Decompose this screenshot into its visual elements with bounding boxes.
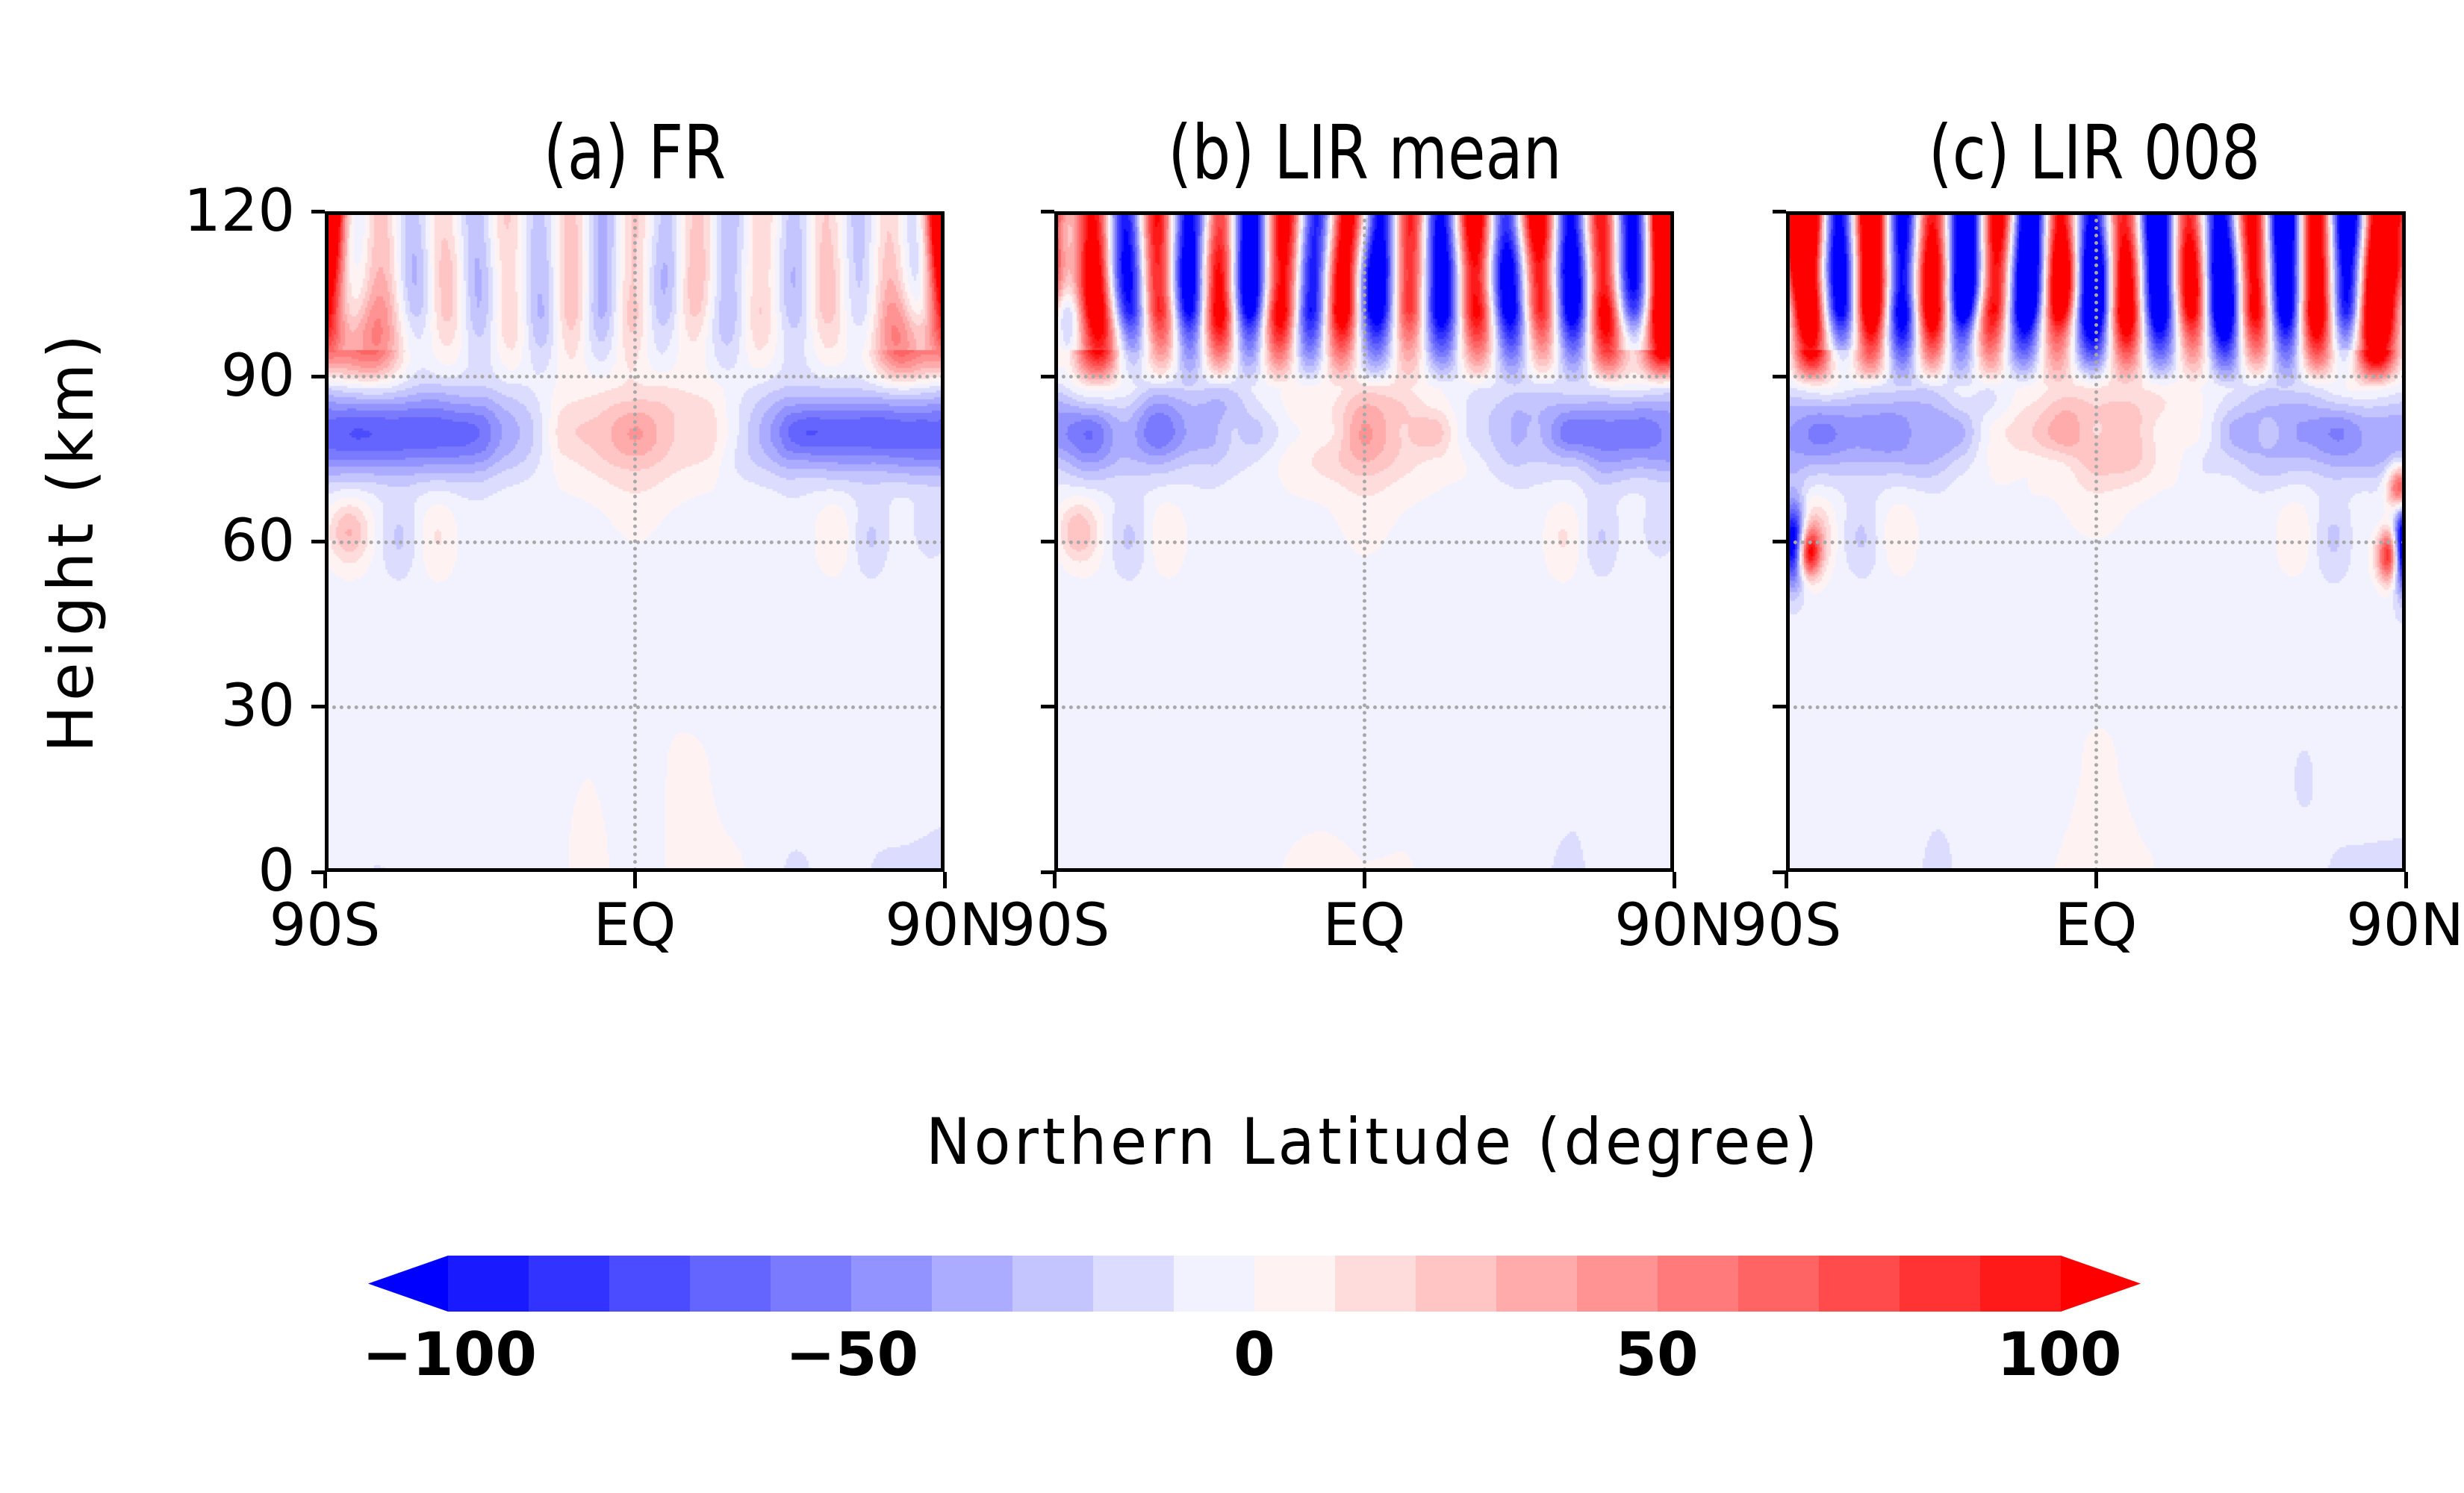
ytick-90 [311,374,325,378]
panel-a [311,209,947,888]
colorbar-swatch [609,1256,691,1312]
xtick-label-a-eq: EQ [593,892,676,959]
ytick-120 [1773,209,1786,213]
ytick-label-90: 90 [220,343,295,410]
xtick-eq [1362,872,1366,888]
x-axis-label: Northern Latitude (degree) [926,1105,1821,1179]
ytick-label-60: 60 [220,508,295,575]
colorbar-swatch [851,1256,933,1312]
xtick-90n [1672,872,1676,888]
colorbar-swatch [771,1256,852,1312]
colorbar-over-arrow [2061,1256,2141,1312]
xtick-eq [632,872,637,888]
panel-title-a: (a) FR [543,109,727,196]
gridline-equator [2094,211,2098,872]
colorbar-swatch [1496,1256,1578,1312]
colorbar-swatch [1416,1256,1497,1312]
ytick-0 [311,870,325,874]
ytick-60 [1041,540,1054,543]
xtick-label-b-90s: 90S [998,892,1110,959]
xtick-90n [942,872,947,888]
ytick-120 [311,209,325,213]
panel-b [1041,209,1676,888]
panel-title-b: (b) LIR mean [1168,109,1562,196]
xtick-90s [1052,872,1057,888]
ytick-60 [311,540,325,543]
colorbar-swatch [1819,1256,1900,1312]
xtick-label-c-eq: EQ [2054,892,2138,959]
xtick-label-b-eq: EQ [1322,892,1406,959]
ytick-90 [1041,374,1054,378]
xtick-eq [2094,872,2098,888]
colorbar-swatch [1012,1256,1094,1312]
xtick-90s [323,872,327,888]
ytick-30 [311,705,325,709]
xtick-label-c-90n: 90N [2346,892,2464,959]
colorbar-label-neg100: −100 [361,1320,538,1389]
xtick-label-c-90s: 90S [1730,892,1842,959]
colorbar-swatch [932,1256,1013,1312]
ytick-0 [1041,870,1054,874]
colorbar-swatch [529,1256,610,1312]
ytick-label-120: 120 [184,178,295,245]
xtick-label-a-90n: 90N [885,892,1003,959]
colorbar-label-100: 100 [1997,1320,2122,1389]
colorbar-label-50: 50 [1615,1320,1699,1389]
ytick-label-30: 30 [220,673,295,740]
colorbar-swatch [1335,1256,1416,1312]
colorbar-swatch [1980,1256,2062,1312]
xtick-label-a-90s: 90S [269,892,381,959]
ytick-60 [1773,540,1786,543]
ytick-120 [1041,209,1054,213]
colorbar-under-arrow [368,1256,448,1312]
xtick-label-b-90n: 90N [1614,892,1732,959]
colorbar-swatch [1174,1256,1255,1312]
colorbar-label-0: 0 [1233,1320,1275,1389]
colorbar-label-neg50: −50 [785,1320,919,1389]
panel-title-c: (c) LIR 008 [1928,109,2261,196]
colorbar-swatch [1254,1256,1336,1312]
colorbar-swatch [448,1256,529,1312]
colorbar-swatch [1093,1256,1175,1312]
panel-c [1773,209,2408,888]
ytick-label-0: 0 [258,838,295,905]
xtick-90n [2404,872,2408,888]
gridline-equator [633,211,637,872]
colorbar-swatch [1658,1256,1739,1312]
colorbar [368,1256,2141,1312]
colorbar-swatch [1900,1256,1981,1312]
xtick-90s [1784,872,1788,888]
y-axis-label: Height (km) [34,329,108,753]
ytick-30 [1041,705,1054,709]
colorbar-swatch [1738,1256,1820,1312]
ytick-90 [1773,374,1786,378]
colorbar-swatch [1577,1256,1658,1312]
gridline-equator [1363,211,1366,872]
ytick-30 [1773,705,1786,709]
ytick-0 [1773,870,1786,874]
colorbar-swatch [690,1256,771,1312]
